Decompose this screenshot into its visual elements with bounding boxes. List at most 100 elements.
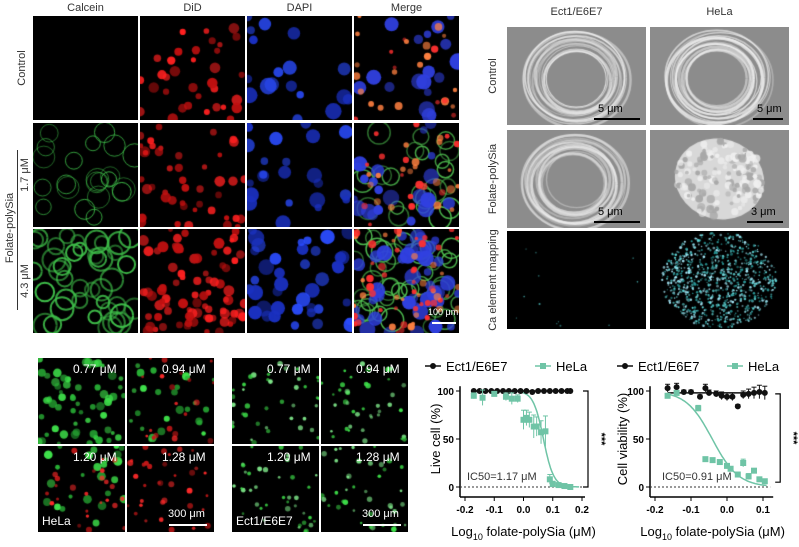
- ect1-data-point: [724, 393, 730, 400]
- micrograph-image: [232, 446, 319, 532]
- live-dead-image: [321, 358, 408, 444]
- sem-image: [650, 27, 789, 125]
- ect1-data-point: [664, 385, 671, 392]
- x-tick-label: 0.2: [575, 505, 589, 516]
- column-label-merge: Merge: [390, 2, 423, 14]
- micrograph-image: [321, 358, 408, 444]
- hela-data-point: [523, 414, 530, 421]
- hela-data-point: [542, 428, 549, 435]
- sem-image: [507, 130, 646, 228]
- sem-row-label: Control: [487, 58, 499, 94]
- ect1-data-point: [470, 388, 477, 394]
- live-dead-image: [232, 446, 319, 532]
- hela-data-point: [740, 460, 747, 466]
- hela-data-point: [546, 476, 553, 483]
- scale-bar: [753, 118, 783, 120]
- ect1-data-point: [511, 388, 518, 394]
- micrograph-image: [38, 446, 125, 532]
- ect1-data-point: [494, 388, 501, 394]
- hela-data-point: [724, 462, 730, 469]
- sem-row-label: Folate-polySia: [487, 143, 499, 215]
- ect1-data-point: [718, 392, 725, 399]
- ect1-data-point: [673, 384, 680, 391]
- legend-ect1-marker: [622, 363, 628, 369]
- micrograph-image: [354, 16, 459, 120]
- column-label-did: DiD: [183, 2, 202, 14]
- micrograph-image: [140, 16, 245, 120]
- concentration-label: 0.94 μM: [356, 362, 400, 376]
- hela-data-point: [761, 478, 768, 485]
- hela-data-point: [734, 471, 741, 478]
- scale-bar-label: 300 μm: [168, 508, 205, 520]
- x-tick-label: -0.1: [682, 505, 700, 516]
- micrograph-image: [33, 229, 138, 333]
- legend-hela-marker: [732, 363, 738, 369]
- hela-fit-curve: [665, 392, 767, 487]
- micrograph-image: [140, 229, 245, 333]
- concentration-label: 1.28 μM: [162, 450, 206, 464]
- ic50-annotation: IC50=0.91 μM: [662, 471, 732, 483]
- fluorescence-image: [354, 16, 459, 120]
- micrograph-image: [354, 229, 459, 333]
- micrograph-image: [507, 27, 646, 125]
- hela-data-point: [567, 484, 574, 490]
- micrograph-image: [650, 231, 789, 329]
- ect1-data-point: [740, 391, 747, 398]
- ca-mapping-image: [507, 231, 646, 329]
- concentration-label: 1.28 μM: [356, 450, 400, 464]
- hela-data-point: [555, 482, 562, 489]
- micrograph-image: [321, 446, 408, 532]
- ect1-data-point: [535, 388, 542, 394]
- fluorescence-image: [354, 229, 459, 333]
- ect1-data-point: [702, 385, 709, 392]
- subscript: 10: [662, 532, 672, 542]
- sem-image: [650, 130, 789, 228]
- ect1-data-point: [529, 388, 536, 395]
- y-axis-label: Live cell (%): [428, 404, 443, 475]
- x-tick-label: -0.1: [486, 505, 504, 516]
- hela-data-point: [716, 459, 723, 466]
- sem-row-label: Ca element mapping: [487, 229, 499, 331]
- concentration-label: 0.94 μM: [162, 362, 206, 376]
- x-tick-label: -0.2: [456, 505, 474, 516]
- scale-bar: [363, 524, 401, 526]
- fluorescence-image: [33, 16, 138, 120]
- scale-bar: [594, 221, 640, 223]
- hela-data-point: [538, 429, 545, 436]
- scale-bar: [169, 524, 207, 526]
- hela-data-point: [695, 405, 702, 412]
- ect1-data-point: [505, 388, 512, 394]
- column-label-dapi: DAPI: [286, 2, 313, 14]
- x-tick-label: -0.2: [646, 505, 664, 516]
- fluorescence-image: [140, 123, 245, 227]
- micrograph-image: [232, 358, 319, 444]
- hela-data-point: [709, 457, 716, 464]
- concentration-label: 0.77 μM: [267, 362, 311, 376]
- group-label: Folate-polySia: [4, 192, 16, 264]
- scale-bar-label: 5 μm: [757, 103, 782, 115]
- ca-mapping-image: [650, 231, 789, 329]
- micrograph-image: [33, 16, 138, 120]
- legend-ect1-label: Ect1/E6E7: [638, 359, 699, 374]
- ect1-data-point: [745, 390, 752, 397]
- ect1-data-point: [567, 388, 574, 394]
- y-tick-label: 50: [443, 435, 455, 446]
- label-part: Log: [640, 524, 662, 539]
- live-dead-image: [321, 446, 408, 532]
- micrograph-image: [33, 123, 138, 227]
- significance-bracket: [583, 390, 589, 488]
- legend-ect1-marker: [430, 363, 436, 369]
- live-dead-image: [232, 358, 319, 444]
- ect1-data-point: [482, 388, 489, 394]
- significance-bracket: [775, 393, 781, 483]
- ect1-data-point: [688, 388, 694, 395]
- x-tick-label: 0.1: [546, 505, 560, 516]
- micrograph-image: [247, 16, 352, 120]
- y-axis-label: Cell viability (%): [615, 393, 630, 485]
- row-label: 4.3 μM: [19, 264, 31, 298]
- micrograph-image: [127, 446, 214, 532]
- ect1-data-point: [706, 389, 712, 396]
- hela-data-point: [508, 395, 515, 402]
- column-label-calcein: Calcein: [67, 2, 104, 14]
